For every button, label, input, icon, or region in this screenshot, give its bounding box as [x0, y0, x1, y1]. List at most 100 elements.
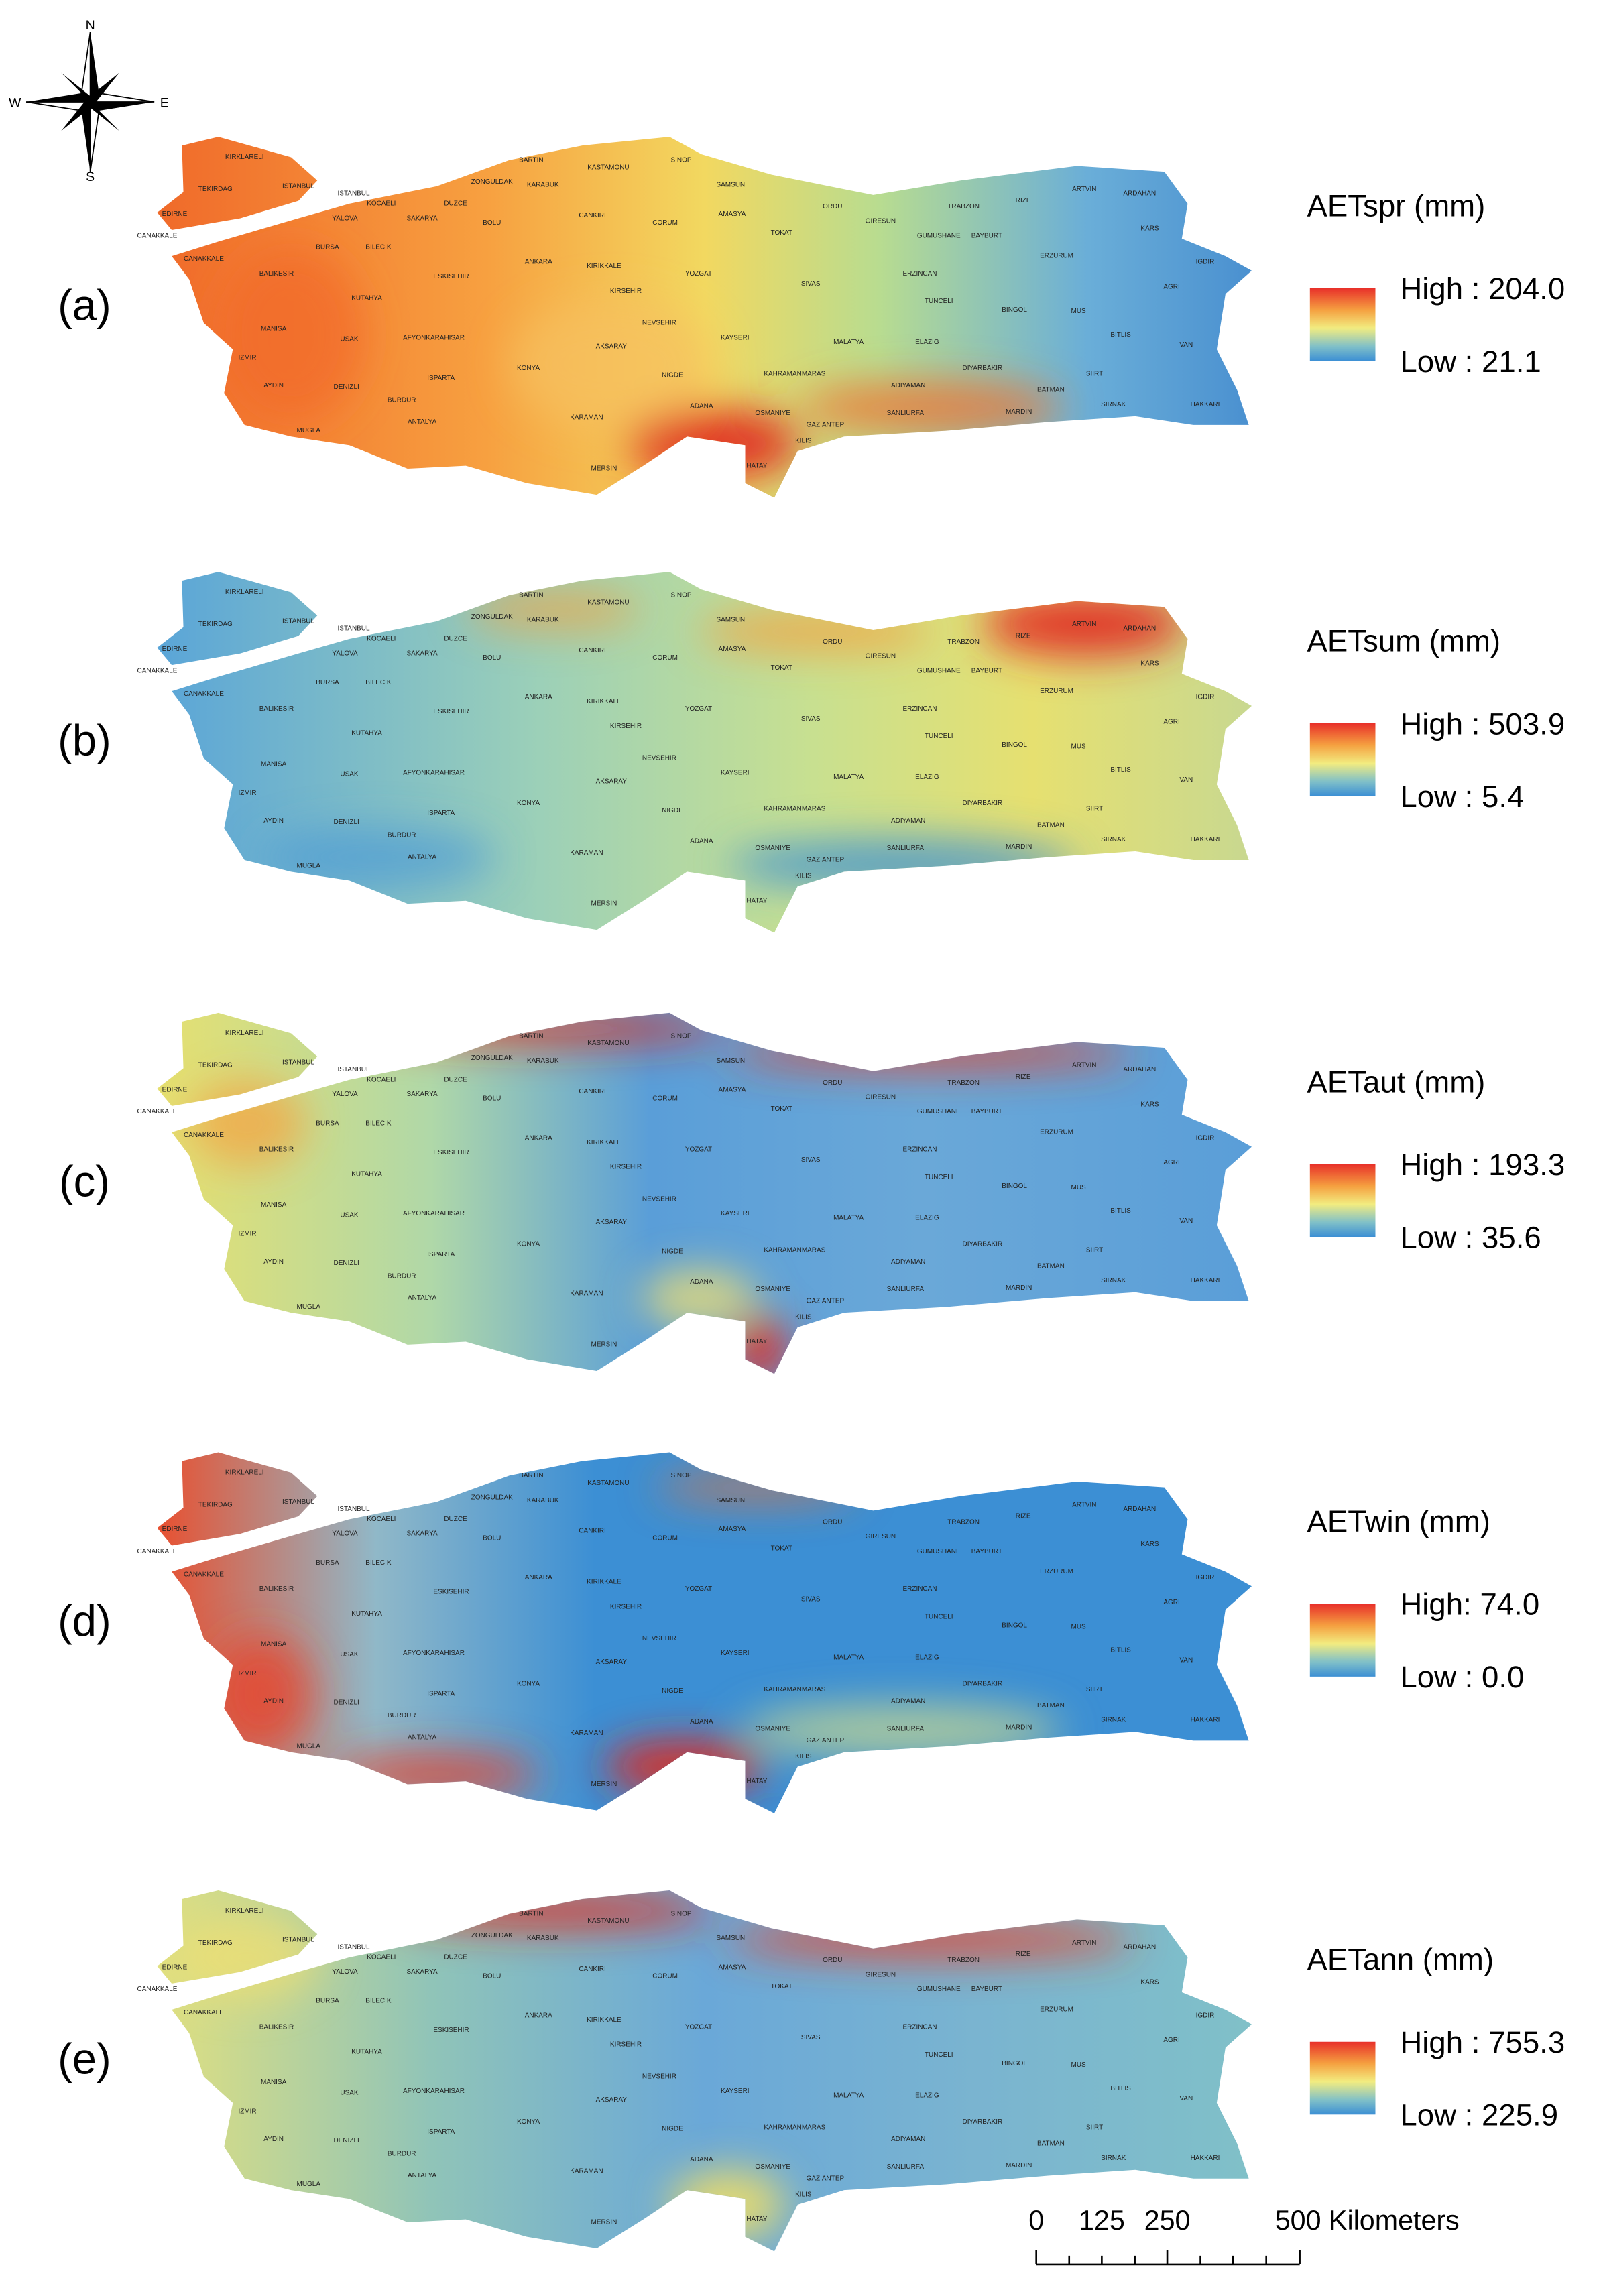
land [157, 1012, 1252, 1374]
city-label: YALOVA [332, 1530, 358, 1538]
city-label: DUZCE [444, 1076, 467, 1083]
city-label: SANLIURFA [887, 1286, 925, 1293]
city-label: ERZINCAN [903, 1146, 937, 1154]
city-label: BINGOL [1002, 306, 1027, 314]
city-label: ISTANBUL [282, 1936, 314, 1943]
city-label: BARTIN [519, 156, 543, 164]
city-label: BARTIN [519, 1472, 543, 1479]
city-label: YALOVA [332, 650, 358, 657]
city-label: SIIRT [1086, 1686, 1103, 1693]
city-label: MALATYA [833, 2092, 864, 2100]
city-label: MARDIN [1006, 1724, 1032, 1731]
city-label: BALIKESIR [259, 270, 294, 278]
city-label: BINGOL [1002, 741, 1027, 749]
city-label: IGDIR [1196, 1134, 1215, 1142]
legend-title: AETaut (mm) [1307, 1065, 1485, 1099]
city-label: KILIS [795, 437, 812, 444]
city-label: KUTAHYA [351, 1610, 382, 1618]
city-label: DUZCE [444, 1516, 467, 1523]
map-panel: KIRKLARELI TEKIRDAG ISTANBUL EDIRNE CANAKKAL… [58, 137, 1565, 498]
city-label: ARTVIN [1072, 1939, 1096, 1947]
city-label: KARS [1140, 1540, 1159, 1548]
city-label: AMASYA [719, 210, 746, 218]
city-label: NEVSEHIR [642, 320, 676, 327]
city-label: GAZIANTEP [807, 422, 845, 429]
city-label: BINGOL [1002, 1622, 1027, 1630]
city-label: ANKARA [525, 258, 552, 265]
city-label: TEKIRDAG [198, 1062, 233, 1069]
city-label: MARDIN [1006, 843, 1032, 851]
city-label: BITLIS [1110, 2085, 1131, 2092]
city-label: ARDAHAN [1123, 625, 1156, 632]
city-label: AKSARAY [596, 1658, 628, 1666]
panel-label: (c) [59, 1156, 110, 1205]
city-label: USAK [340, 335, 358, 343]
city-label: KIRIKKALE [587, 1139, 621, 1146]
city-label: ELAZIG [915, 339, 939, 346]
city-label: BURSA [316, 1559, 339, 1567]
city-label: TEKIRDAG [198, 1501, 233, 1508]
city-label: BATMAN [1037, 1702, 1065, 1709]
city-label: ARTVIN [1072, 621, 1096, 628]
raster [261, 589, 1187, 891]
compass-n: N [86, 18, 95, 33]
city-label: TOKAT [771, 229, 792, 237]
city-label: SIRNAK [1101, 401, 1126, 408]
legend-ramp [1309, 1164, 1376, 1237]
city-label: ESKISEHIR [433, 273, 469, 280]
city-label: SANLIURFA [887, 845, 925, 852]
city-label: BAYBURT [971, 1108, 1002, 1115]
city-label: SINOP [670, 592, 691, 599]
city-label: BINGOL [1002, 2060, 1027, 2067]
city-label: KUTAHYA [351, 1171, 382, 1179]
city-label: AGRI [1163, 1599, 1179, 1606]
city-label: RIZE [1016, 1951, 1031, 1958]
legend-high: High : 503.9 [1400, 707, 1565, 741]
city-label: ADANA [690, 402, 713, 410]
city-label: GUMUSHANE [917, 1986, 961, 1993]
city-label: GAZIANTEP [807, 1297, 845, 1305]
city-label: IGDIR [1196, 2012, 1215, 2019]
city-label: KARAMAN [570, 1730, 603, 1737]
city-label: KIRSEHIR [610, 723, 642, 730]
city-label: BALIKESIR [259, 1146, 294, 1154]
city-label: GUMUSHANE [917, 232, 961, 239]
city-label: KARAMAN [570, 2168, 603, 2175]
city-label: ARTVIN [1072, 1062, 1096, 1069]
city-label: GIRESUN [866, 218, 896, 225]
city-label: NEVSEHIR [642, 1635, 676, 1642]
city-label: YALOVA [332, 215, 358, 222]
city-label: IZMIR [238, 355, 256, 362]
city-label: GUMUSHANE [917, 667, 961, 674]
city-label: ARDAHAN [1123, 1506, 1156, 1513]
city-label: AKSARAY [596, 778, 628, 785]
city-label: CANKIRI [579, 1527, 605, 1534]
city-label: HATAY [746, 462, 767, 469]
city-label: ZONGULDAK [471, 613, 513, 621]
city-label: ARTVIN [1072, 186, 1096, 193]
city-label: BARTIN [519, 592, 543, 599]
city-label: ERZURUM [1040, 688, 1073, 695]
city-label: TRABZON [947, 1079, 980, 1087]
legend-title: AETann (mm) [1307, 1942, 1494, 1976]
city-label: ZONGULDAK [471, 1494, 513, 1501]
legend-low: Low : 5.4 [1400, 780, 1524, 814]
city-label: MALATYA [833, 1215, 864, 1222]
city-label: CORUM [652, 1095, 678, 1103]
city-label: TUNCELI [925, 1613, 953, 1620]
city-label: MERSIN [591, 1341, 617, 1349]
city-label: MARDIN [1006, 1284, 1032, 1292]
city-label: AGRI [1163, 1159, 1179, 1166]
city-label: GUMUSHANE [917, 1548, 961, 1555]
city-label: SINOP [670, 156, 691, 164]
city-label: TOKAT [771, 664, 792, 672]
city-label: RIZE [1016, 632, 1031, 640]
city-label: TRABZON [947, 638, 980, 646]
city-label: AFYONKARAHISAR [403, 1210, 465, 1217]
city-label: NIGDE [662, 372, 683, 379]
city-label: SIVAS [801, 715, 821, 723]
city-label: SAKARYA [406, 1530, 438, 1538]
city-label: ORDU [823, 203, 842, 210]
city-label: SIRNAK [1101, 836, 1126, 843]
city-label: MUS [1071, 308, 1087, 315]
